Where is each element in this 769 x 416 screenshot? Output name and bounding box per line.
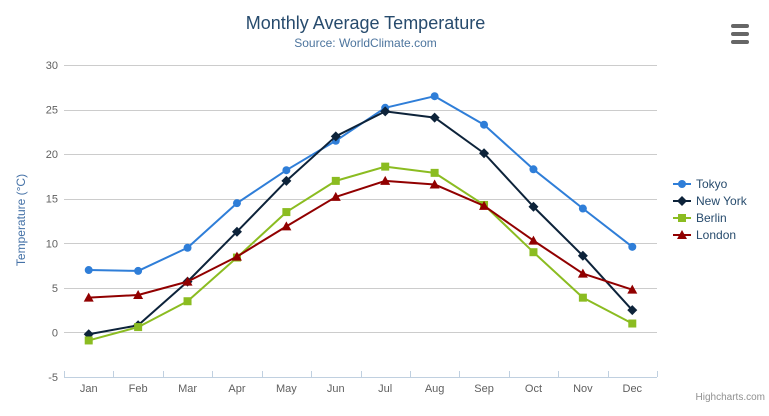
chart-title: Monthly Average Temperature [245, 13, 486, 33]
data-point-new-york[interactable] [380, 106, 391, 117]
data-point-tokyo[interactable] [183, 243, 192, 252]
legend-marker-tokyo [673, 179, 691, 188]
x-axis-tick-label: Apr [228, 383, 245, 395]
x-axis-tick-label: Nov [573, 383, 593, 395]
data-point-london[interactable] [330, 191, 341, 201]
x-axis-tick-label: Jan [80, 383, 98, 395]
data-point-london[interactable] [627, 284, 638, 294]
credits-link[interactable]: Highcharts.com [695, 392, 765, 403]
data-point-berlin[interactable] [84, 336, 93, 345]
data-point-london[interactable] [380, 175, 391, 185]
legend-item-new-york[interactable]: New York [673, 192, 747, 209]
data-point-tokyo[interactable] [578, 204, 587, 213]
legend-label-london: London [696, 227, 737, 242]
x-axis-tick-label: Mar [178, 383, 197, 395]
data-point-london[interactable] [281, 221, 292, 231]
data-point-new-york[interactable] [231, 226, 242, 237]
data-point-berlin[interactable] [529, 248, 538, 257]
data-point-new-york[interactable] [281, 175, 292, 186]
legend-item-tokyo[interactable]: Tokyo [673, 175, 747, 192]
series-line-new-york [87, 110, 634, 336]
legend: Tokyo New York Berlin London [673, 175, 747, 243]
data-point-berlin[interactable] [134, 323, 143, 332]
y-axis-tick-label: 20 [46, 149, 58, 161]
data-point-tokyo[interactable] [282, 166, 291, 175]
series-line-tokyo [87, 95, 634, 272]
chart-context-menu-button[interactable] [728, 17, 752, 45]
y-axis-title: Temperature (°C) [14, 173, 28, 267]
series-new-york [83, 106, 638, 340]
data-point-london[interactable] [133, 289, 144, 299]
data-point-berlin[interactable] [628, 319, 637, 328]
hamburger-menu-icon [731, 24, 749, 44]
legend-label-tokyo: Tokyo [696, 176, 728, 191]
data-point-london[interactable] [231, 251, 242, 261]
y-axis-tick-label: 5 [52, 283, 58, 295]
y-axis-tick-label: -5 [48, 372, 58, 384]
data-point-london[interactable] [479, 200, 490, 210]
series-line-london [87, 179, 634, 299]
legend-label-berlin: Berlin [696, 210, 727, 225]
data-point-london[interactable] [182, 276, 193, 286]
x-axis-tick-label: Aug [425, 383, 445, 395]
x-axis-tick-label: Jun [327, 383, 345, 395]
data-point-berlin[interactable] [331, 176, 340, 185]
data-point-london[interactable] [577, 268, 588, 278]
data-point-berlin[interactable] [381, 162, 390, 171]
x-axis-tick-label: May [276, 383, 297, 395]
legend-marker-london [673, 229, 691, 239]
data-point-berlin[interactable] [183, 297, 192, 306]
series-tokyo [84, 92, 637, 275]
data-point-berlin[interactable] [578, 293, 587, 302]
chart-subtitle: Source: WorldClimate.com [294, 36, 437, 50]
data-point-tokyo[interactable] [232, 199, 241, 208]
y-axis-tick-label: 10 [46, 238, 58, 250]
data-point-tokyo[interactable] [430, 92, 439, 101]
legend-marker-new-york [673, 195, 691, 206]
x-axis-tick-label: Sep [474, 383, 494, 395]
x-axis-tick-label: Oct [525, 383, 542, 395]
legend-label-new-york: New York [696, 193, 747, 208]
legend-marker-berlin [673, 213, 691, 222]
legend-marker-shape-berlin[interactable] [678, 213, 686, 222]
legend-item-london[interactable]: London [673, 226, 747, 243]
data-point-london[interactable] [528, 235, 539, 245]
data-point-tokyo[interactable] [480, 120, 489, 129]
data-point-new-york[interactable] [429, 112, 440, 123]
data-point-new-york[interactable] [627, 305, 638, 316]
y-axis-tick-label: 0 [52, 327, 58, 339]
data-point-new-york[interactable] [330, 131, 341, 142]
series-line-berlin [87, 165, 634, 342]
y-axis-tick-label: 30 [46, 60, 58, 72]
y-axis-tick-label: 15 [46, 194, 58, 206]
data-point-tokyo[interactable] [529, 165, 538, 174]
data-point-tokyo[interactable] [84, 266, 93, 275]
legend-marker-shape-new-york[interactable] [677, 195, 687, 206]
legend-marker-shape-london[interactable] [677, 229, 687, 239]
series-london [83, 175, 638, 302]
data-point-new-york[interactable] [577, 250, 588, 261]
legend-marker-shape-tokyo[interactable] [678, 179, 686, 188]
data-point-new-york[interactable] [479, 148, 490, 159]
x-axis-tick-label: Jul [378, 383, 392, 395]
data-point-london[interactable] [429, 179, 440, 189]
data-point-berlin[interactable] [282, 208, 291, 217]
data-point-new-york[interactable] [528, 201, 539, 212]
data-point-london[interactable] [83, 292, 94, 302]
legend-item-berlin[interactable]: Berlin [673, 209, 747, 226]
x-axis-tick-label: Dec [623, 383, 643, 395]
x-axis-tick-label: Feb [129, 383, 148, 395]
data-point-tokyo[interactable] [134, 266, 143, 275]
data-point-berlin[interactable] [430, 168, 439, 177]
data-point-tokyo[interactable] [628, 242, 637, 251]
y-axis-tick-label: 25 [46, 105, 58, 117]
